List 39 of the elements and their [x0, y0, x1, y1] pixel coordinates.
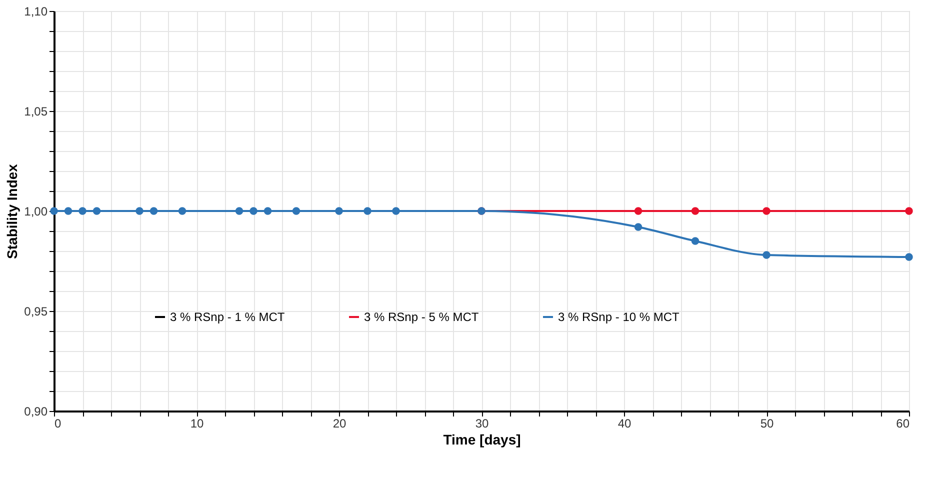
y-tick-label: 1,05 [24, 104, 48, 118]
x-tick-label: 40 [618, 416, 632, 430]
x-axis-title: Time [days] [443, 432, 521, 448]
point [136, 207, 144, 215]
point [905, 253, 913, 261]
point [50, 207, 58, 215]
point [235, 207, 244, 215]
y-tick-label: 0,95 [24, 304, 48, 318]
y-tick-label: 0,90 [24, 404, 48, 418]
point [634, 207, 642, 215]
x-tick-label: 60 [896, 416, 910, 430]
point [92, 207, 101, 215]
point [150, 207, 158, 215]
x-tick-label: 10 [190, 416, 204, 430]
point [264, 207, 272, 215]
x-tick-label: 20 [332, 416, 346, 430]
point [335, 207, 343, 215]
legend-label: 3 % RSnp - 5 % MCT [364, 310, 480, 324]
point [364, 207, 372, 215]
point [292, 207, 300, 215]
point [634, 223, 642, 231]
point [64, 207, 72, 215]
point [78, 207, 86, 215]
point [250, 207, 258, 215]
point [392, 207, 400, 215]
y-axis-title: Stability Index [4, 164, 20, 259]
point [691, 237, 700, 245]
y-tick-label: 1,10 [24, 4, 48, 18]
y-tick-label: 1,00 [24, 204, 48, 218]
point [178, 207, 186, 215]
x-tick-label: 30 [475, 416, 489, 430]
legend-label: 3 % RSnp - 1 % MCT [170, 310, 286, 324]
x-tick-label: 0 [54, 416, 62, 430]
legend-label: 3 % RSnp - 10 % MCT [558, 310, 680, 324]
point [691, 207, 700, 215]
x-tick-label: 50 [760, 416, 774, 430]
point [762, 251, 770, 259]
point [905, 207, 913, 215]
point [762, 207, 770, 215]
